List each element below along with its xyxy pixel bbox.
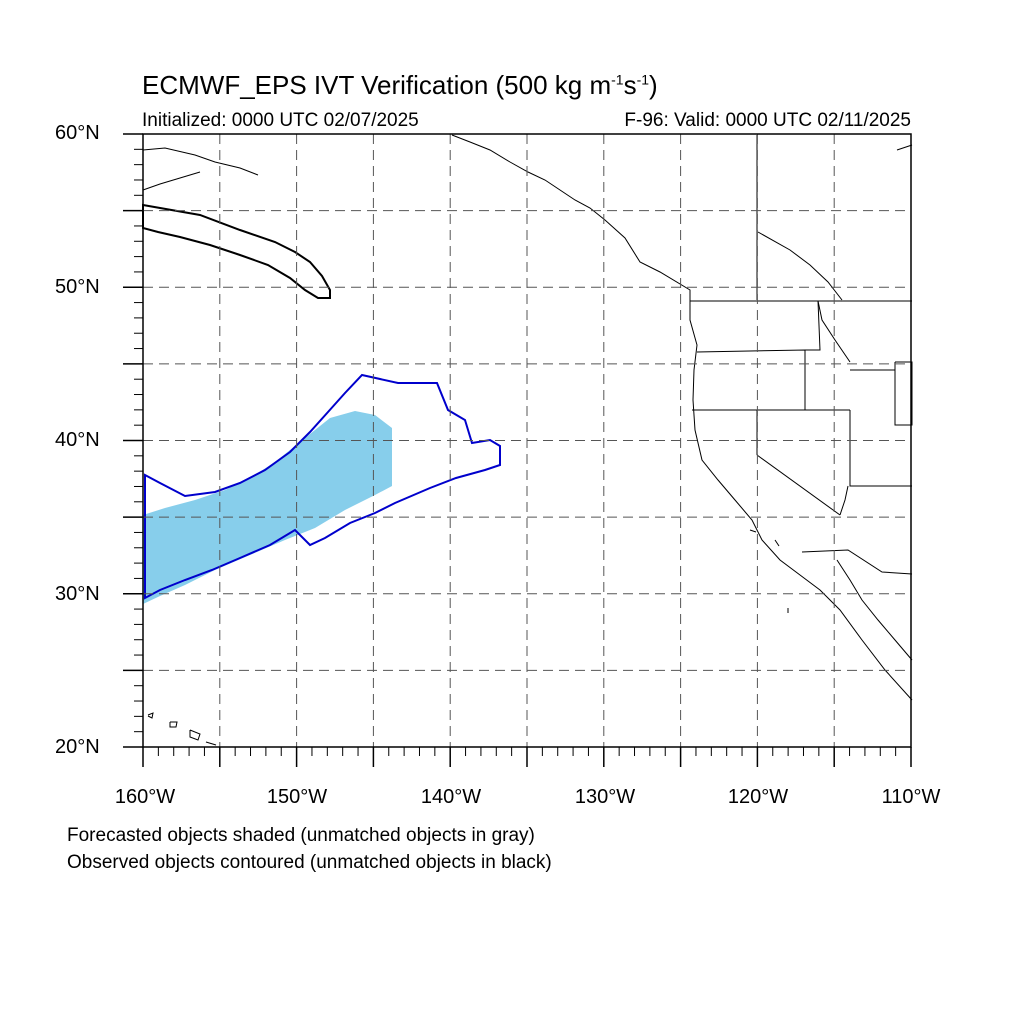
forecast-object-matched	[143, 411, 392, 604]
observed-contour-note: Observed objects contoured (unmatched ob…	[67, 852, 552, 873]
lat-label-50: 50°N	[55, 276, 100, 298]
lon-label-110: 110°W	[881, 786, 941, 808]
observed-object-unmatched	[142, 203, 331, 299]
state-boundaries	[690, 135, 913, 575]
lon-label-130: 130°W	[574, 786, 636, 808]
axis-ticks	[123, 133, 912, 767]
map-frame	[142, 133, 912, 748]
observed-object-matched	[144, 373, 501, 600]
chart-title: ECMWF_EPS IVT Verification (500 kg m-1s-…	[142, 70, 658, 100]
lon-label-120: 120°W	[727, 786, 789, 808]
lon-label-160: 160°W	[114, 786, 176, 808]
coastline	[142, 134, 913, 746]
graticule	[143, 134, 911, 747]
lon-label-150: 150°W	[266, 786, 328, 808]
lon-label-140: 140°W	[420, 786, 482, 808]
lat-label-40: 40°N	[55, 429, 100, 451]
lat-label-60: 60°N	[55, 122, 100, 144]
forecast-shading-note: Forecasted objects shaded (unmatched obj…	[67, 825, 535, 846]
lat-label-20: 20°N	[55, 736, 100, 758]
init-time-label: Initialized: 0000 UTC 02/07/2025	[142, 110, 419, 131]
valid-time-label: F-96: Valid: 0000 UTC 02/11/2025	[624, 110, 911, 131]
lat-label-30: 30°N	[55, 583, 100, 605]
